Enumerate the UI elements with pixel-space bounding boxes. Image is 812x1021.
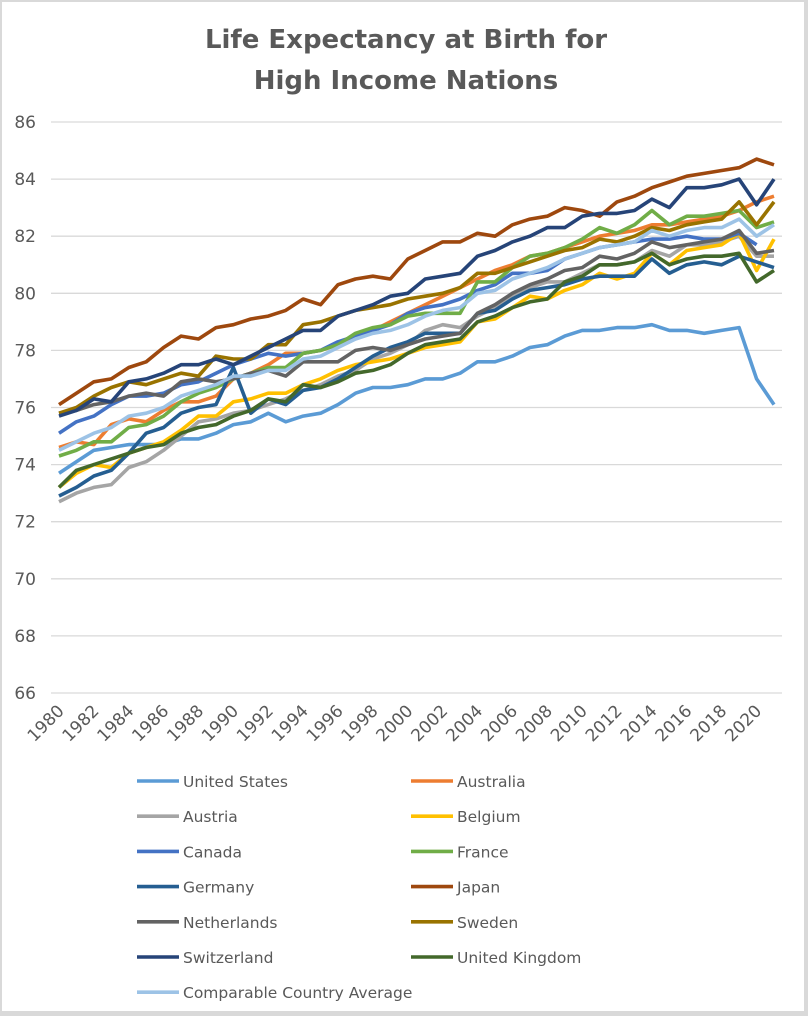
y-tick-label: 86 [14,113,36,133]
legend-label: United Kingdom [457,949,581,967]
x-tick-label: 1982 [59,701,104,746]
x-tick-label: 1988 [163,701,208,746]
y-tick-label: 80 [14,284,36,304]
x-tick-label: 2012 [582,701,627,746]
legend-label: Sweden [457,914,518,932]
legend-item-germany[interactable]: Germany [137,879,254,897]
legend-label: Comparable Country Average [183,984,412,1002]
x-tick-label: 1980 [24,701,69,746]
y-tick-label: 66 [14,684,36,704]
y-tick-label: 84 [14,170,36,190]
series-line-united-kingdom [57,251,775,489]
legend-item-canada[interactable]: Canada [137,843,242,861]
legend-label: France [457,843,509,861]
x-tick-label: 1994 [268,701,313,746]
series-line-france [58,208,775,458]
chart-title-line-2: High Income Nations [254,66,559,96]
series-lines [57,157,776,504]
legend-label: Switzerland [183,949,273,967]
x-tick-label: 1992 [233,701,278,746]
legend: United States Australia Austria Belgium Cana… [137,773,581,1002]
series-line-netherlands [58,228,775,415]
x-tick-label: 2006 [477,701,522,746]
x-tick-label: 1998 [338,701,383,746]
y-tick-label: 72 [14,513,36,533]
legend-item-united-kingdom[interactable]: United Kingdom [411,949,581,967]
y-tick-label: 76 [14,399,36,419]
x-tick-label: 2008 [512,701,557,746]
x-tick-label: 2018 [686,701,731,746]
x-axis-ticks: 1980198219841986198819901992199419961998… [24,701,766,746]
series-line-japan [58,157,775,407]
x-tick-label: 1996 [303,701,348,746]
x-tick-label: 2020 [721,701,766,746]
x-tick-label: 2016 [652,701,697,746]
series-line-canada [58,231,758,435]
legend-label: Canada [183,843,242,861]
x-tick-label: 1986 [128,701,173,746]
x-tick-label: 1990 [198,701,243,746]
series-line-switzerland [58,177,776,418]
x-tick-label: 2000 [373,701,418,746]
x-tick-label: 1984 [94,701,139,746]
legend-label: United States [183,773,288,791]
chart-title-line-1: Life Expectancy at Birth for [205,25,607,55]
x-tick-label: 2014 [617,701,662,746]
series-line-germany [58,254,775,498]
legend-item-japan[interactable]: Japan [411,879,500,897]
x-tick-label: 2004 [442,701,487,746]
legend-item-australia[interactable]: Australia [411,773,526,791]
legend-label: Austria [183,808,238,826]
legend-item-sweden[interactable]: Sweden [411,914,518,932]
legend-label: Belgium [457,808,521,826]
series-line-sweden [58,200,776,415]
y-tick-label: 70 [14,570,36,590]
y-tick-label: 68 [14,627,36,647]
y-axis-ticks: 66 68 70 72 74 76 78 80 82 84 86 [14,113,36,704]
legend-label: Germany [183,879,254,897]
y-tick-label: 82 [14,227,36,247]
legend-item-comparable-country-average[interactable]: Comparable Country Average [137,984,412,1002]
x-tick-label: 2010 [547,701,592,746]
legend-label: Netherlands [183,914,277,932]
legend-label: Japan [456,879,500,897]
x-tick-label: 2002 [407,701,452,746]
y-tick-label: 78 [14,341,36,361]
y-tick-label: 74 [14,456,36,476]
gridlines [51,121,782,694]
legend-item-austria[interactable]: Austria [137,808,238,826]
legend-item-netherlands[interactable]: Netherlands [137,914,277,932]
series-line-comparable-country-average [58,217,775,452]
legend-label: Australia [457,773,526,791]
legend-item-belgium[interactable]: Belgium [411,808,521,826]
legend-item-switzerland[interactable]: Switzerland [137,949,273,967]
legend-item-united-states[interactable]: United States [137,773,288,791]
chart-title: Life Expectancy at Birth for High Income… [205,25,607,96]
series-line-austria [58,234,774,504]
legend-item-france[interactable]: France [411,843,509,861]
